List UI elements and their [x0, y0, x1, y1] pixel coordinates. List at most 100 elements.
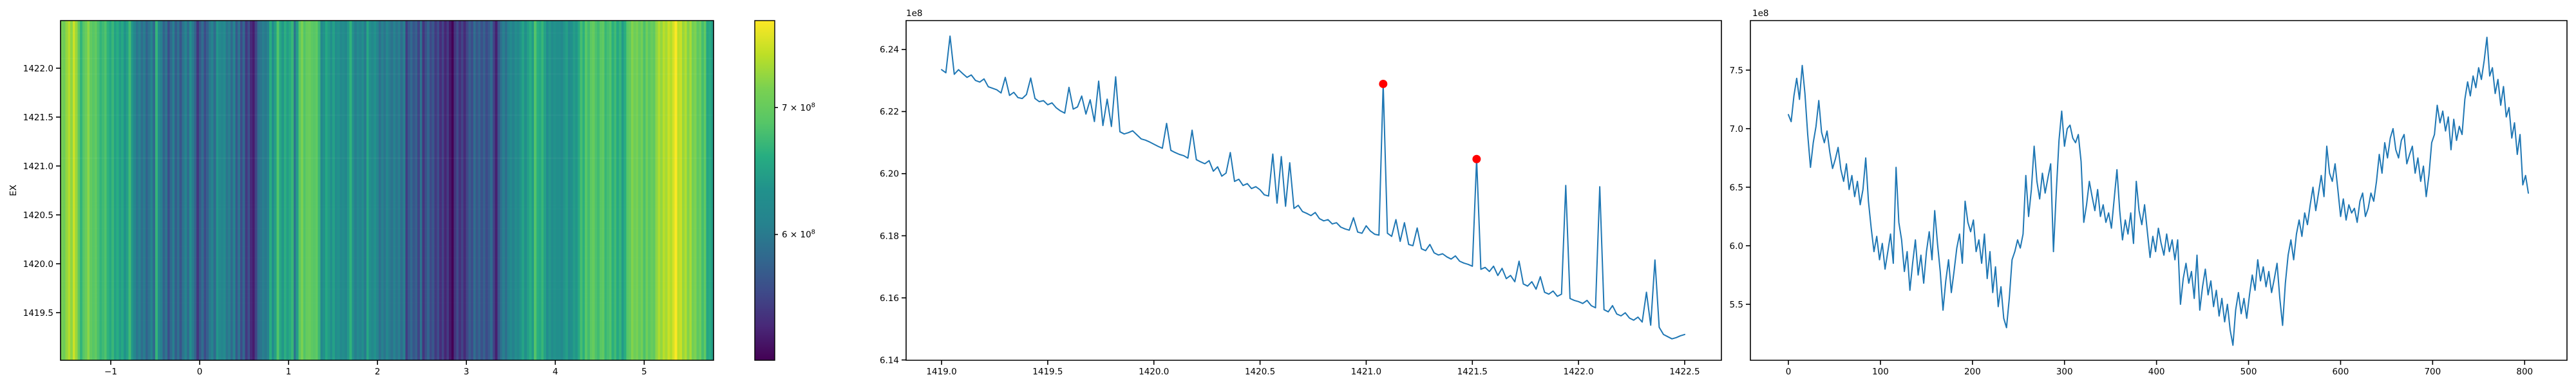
heatmap-column [194, 21, 197, 360]
heatmap-column [356, 21, 360, 360]
heatmap-column [182, 21, 185, 360]
heatmap-column [580, 21, 583, 360]
y-tick-label: 1422.0 [23, 64, 53, 74]
heatmap-column [526, 21, 530, 360]
heatmap-column [187, 21, 190, 360]
heatmap-column [131, 21, 134, 360]
heatmap-column [473, 21, 477, 360]
heatmap-column [427, 21, 430, 360]
heatmap-column [147, 21, 151, 360]
x-tick-label: 300 [2056, 367, 2073, 377]
heatmap-column [638, 21, 641, 360]
heatmap-column [342, 21, 345, 360]
heatmap-column [492, 21, 496, 360]
heatmap-column [106, 21, 109, 360]
heatmap-column [204, 21, 207, 360]
heatmap-column [87, 21, 90, 360]
heatmap-column [279, 21, 282, 360]
heatmap-column [213, 21, 216, 360]
heatmap-column [594, 21, 598, 360]
heatmap-column [471, 21, 474, 360]
axes-spines [60, 20, 714, 361]
heatmap-column [621, 21, 625, 360]
heatmap-column [419, 21, 423, 360]
heatmap-column [378, 21, 382, 360]
heatmap-column [230, 21, 234, 360]
heatmap-column [104, 21, 108, 360]
heatmap-column [611, 21, 615, 360]
heatmap-column [77, 21, 80, 360]
heatmap-column [155, 21, 158, 360]
heatmap-column [431, 21, 435, 360]
heatmap-row-highlight [61, 293, 714, 294]
heatmap-subplot: −1 0 1 2 3 4 5 1422.0 1421.5 1421.0 1420.5 1420.0 14… [8, 20, 714, 377]
heatmap-row-highlight [61, 246, 714, 247]
heatmap-column [334, 21, 338, 360]
heatmap-column [140, 21, 144, 360]
heatmap-row-highlight [61, 205, 714, 206]
heatmap-column [599, 21, 603, 360]
heatmap-column [558, 21, 562, 360]
x-tick-label: 4 [553, 367, 558, 377]
y-tick-label: 5.5 [1730, 300, 1743, 310]
peak-marker-dot [1379, 79, 1388, 88]
heatmap-column [441, 21, 445, 360]
heatmap-column [534, 21, 537, 360]
heatmap-column [672, 21, 676, 360]
x-tick-label: 0 [1786, 367, 1792, 377]
heatmap-column [415, 21, 418, 360]
heatmap-column [361, 21, 365, 360]
heatmap-column [482, 21, 486, 360]
heatmap-column [630, 21, 634, 360]
heatmap-column [623, 21, 627, 360]
heatmap-column [118, 21, 122, 360]
heatmap-column [135, 21, 139, 360]
heatmap-column [238, 21, 241, 360]
heatmap-column [551, 21, 554, 360]
y-tick-label: 6.24 [880, 45, 899, 55]
heatmap-column [62, 21, 66, 360]
heatmap-column [451, 21, 455, 360]
heatmap-column [577, 21, 581, 360]
y-tick-label: 7.0 [1730, 124, 1743, 134]
heatmap-column [145, 21, 149, 360]
colorbar-tick-label-6e8: 6 × 108 [782, 229, 815, 241]
heatmap-column [582, 21, 585, 360]
heatmap-column [94, 21, 98, 360]
heatmap-column [381, 21, 384, 360]
heatmap-column [245, 21, 248, 360]
heatmap-column [65, 21, 68, 360]
heatmap-column [658, 21, 661, 360]
heatmap-column [655, 21, 658, 360]
heatmap-column [553, 21, 556, 360]
x-tick-label: 400 [2148, 367, 2165, 377]
heatmap-column [449, 21, 452, 360]
heatmap-column [689, 21, 692, 360]
heatmap-row-highlight [61, 73, 714, 75]
heatmap-column [383, 21, 386, 360]
x-tick-label: 800 [2516, 367, 2533, 377]
heatmap-column [291, 21, 294, 360]
heatmap-column [509, 21, 513, 360]
heatmap-column [694, 21, 697, 360]
data-line [1788, 37, 2529, 346]
heatmap-column [497, 21, 500, 360]
heatmap-column [196, 21, 200, 360]
heatmap-column [541, 21, 544, 360]
heatmap-row-highlight [61, 95, 714, 96]
heatmap-row-highlight [61, 201, 714, 202]
y-tick-label: 1420.5 [23, 210, 53, 221]
heatmap-row-highlight [61, 32, 714, 33]
heatmap-column [271, 21, 275, 360]
heatmap-column [587, 21, 591, 360]
heatmap-column [507, 21, 510, 360]
x-tick-label: −1 [104, 367, 117, 377]
heatmap-column [317, 21, 321, 360]
heatmap-column [682, 21, 685, 360]
heatmap-column [345, 21, 348, 360]
heatmap-column [434, 21, 437, 360]
heatmap-column [402, 21, 406, 360]
heatmap-column [167, 21, 171, 360]
heatmap-column [417, 21, 421, 360]
